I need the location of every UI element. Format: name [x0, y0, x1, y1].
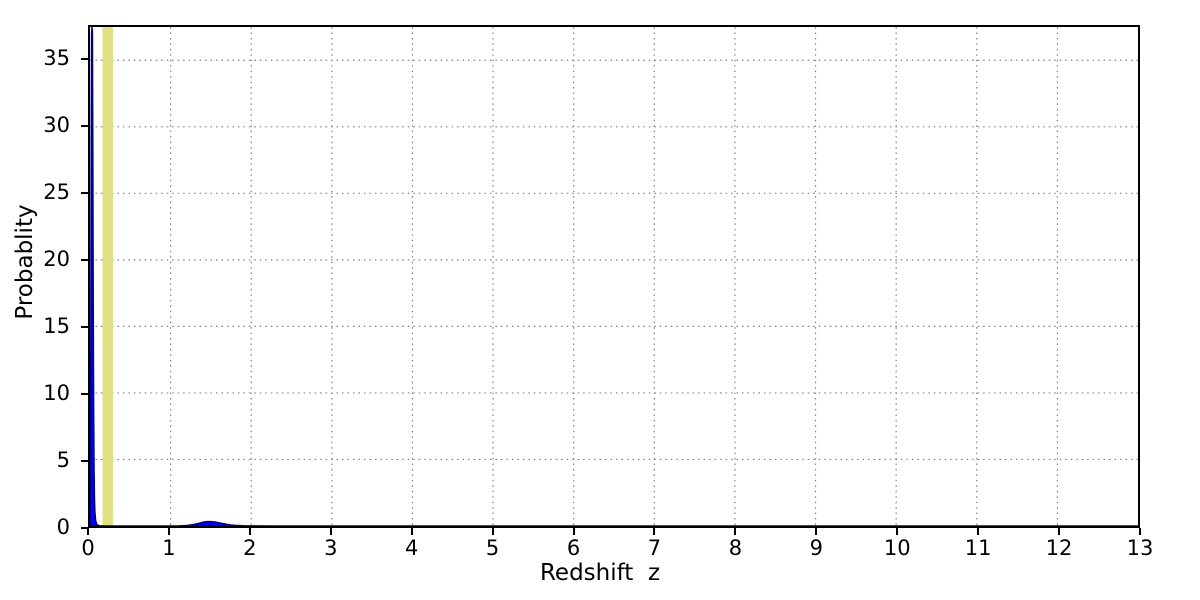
x-tick-mark — [1139, 528, 1141, 535]
x-tick-mark — [734, 528, 737, 535]
y-tick-label: 5 — [56, 447, 70, 472]
x-tick-label: 0 — [81, 536, 95, 560]
y-tick-label: 25 — [43, 179, 70, 204]
y-axis-label: Probablity — [12, 204, 38, 320]
x-tick-mark — [572, 528, 575, 535]
x-tick-mark — [491, 528, 494, 535]
y-tick-label: 20 — [43, 246, 70, 271]
x-tick-mark — [87, 528, 89, 535]
x-tick-mark — [167, 528, 170, 535]
x-tick-label: 3 — [324, 536, 338, 560]
y-tick-mark — [81, 124, 88, 127]
y-tick-mark — [81, 258, 88, 261]
x-tick-mark — [653, 528, 656, 535]
y-tick-label: 0 — [56, 515, 70, 539]
x-tick-label: 8 — [728, 536, 743, 560]
x-tick-label: 2 — [243, 536, 257, 560]
x-tick-label: 5 — [485, 536, 500, 560]
x-tick-mark — [977, 528, 980, 535]
x-tick-label: 13 — [1126, 536, 1154, 560]
plot-area — [88, 25, 1140, 528]
x-tick-mark — [410, 528, 413, 535]
x-tick-label: 12 — [1045, 536, 1073, 560]
plot-canvas — [90, 27, 1138, 526]
x-tick-label: 4 — [405, 536, 419, 560]
x-tick-label: 10 — [883, 536, 911, 560]
vspan-group — [102, 27, 113, 526]
y-tick-label: 10 — [43, 380, 70, 405]
x-tick-label: 11 — [964, 536, 992, 560]
x-tick-mark — [896, 528, 899, 535]
x-tick-label: 1 — [162, 536, 176, 560]
y-tick-label: 30 — [43, 112, 70, 137]
y-tick-mark — [81, 325, 88, 328]
y-tick-mark — [81, 392, 88, 395]
x-tick-mark — [815, 528, 818, 535]
data-series-group — [90, 27, 1138, 526]
x-tick-mark — [248, 528, 251, 535]
y-tick-label: 35 — [43, 45, 70, 70]
y-tick-mark — [81, 459, 88, 462]
gridlines — [90, 27, 1138, 526]
x-tick-label: 7 — [647, 536, 662, 560]
spectroscopic-redshift-band — [102, 27, 113, 526]
y-tick-mark — [81, 191, 88, 194]
x-tick-mark — [1058, 528, 1061, 535]
x-tick-mark — [329, 528, 332, 535]
y-tick-mark — [81, 57, 88, 60]
x-axis-label: Redshift z — [539, 560, 661, 586]
y-tick-mark — [81, 527, 88, 529]
y-tick-label: 15 — [43, 313, 70, 338]
x-tick-label: 9 — [809, 536, 823, 560]
x-tick-label: 6 — [566, 536, 581, 560]
series-area-P(z) — [90, 27, 1138, 526]
